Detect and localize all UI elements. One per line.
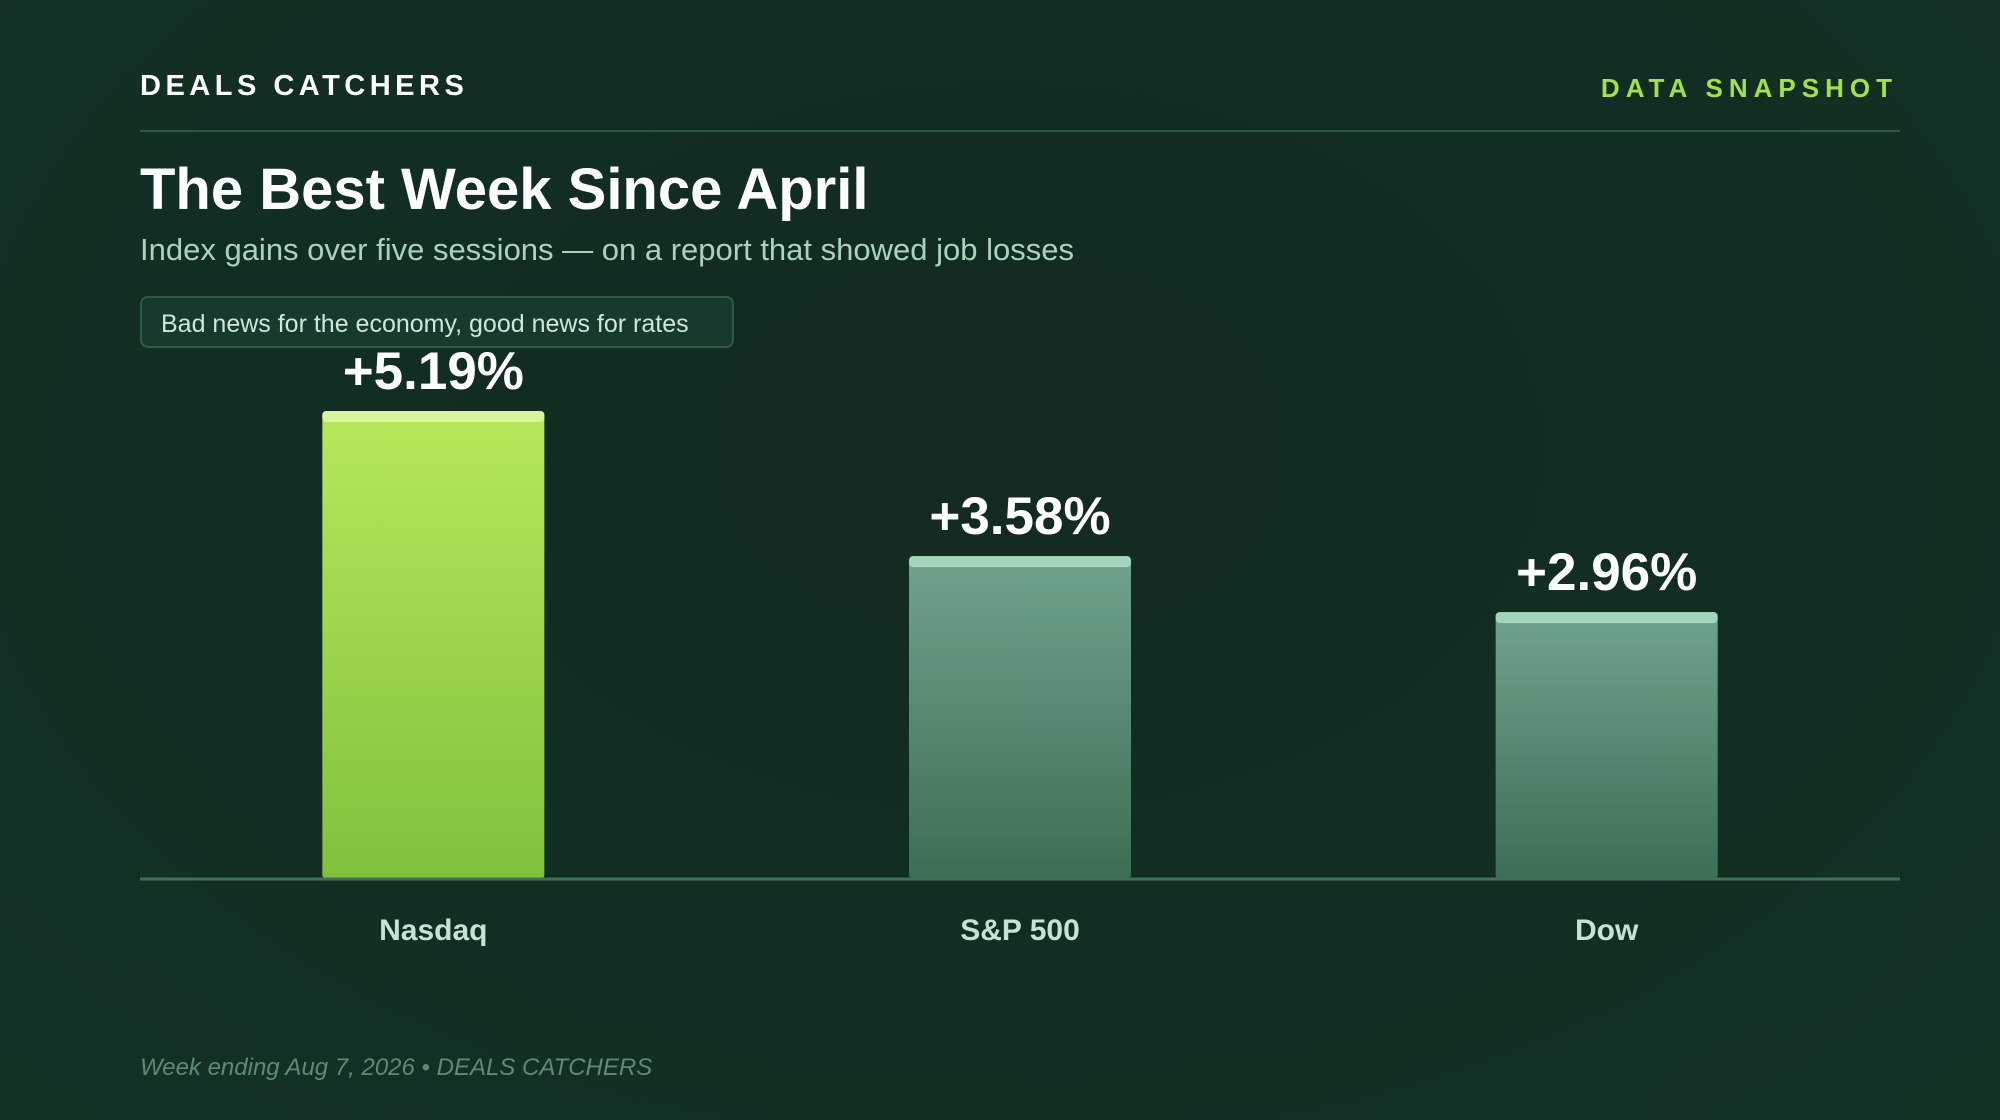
chart-title: The Best Week Since April xyxy=(140,157,869,222)
brand-name: DEALS CATCHERS xyxy=(140,70,469,102)
labels-layer: +5.19% Nasdaq +3.58% S&P 500 +2.96% Dow xyxy=(343,342,1698,947)
bar-cap xyxy=(1495,612,1718,624)
bar-cap xyxy=(909,556,1131,568)
bar-s-p-500 xyxy=(909,556,1131,879)
footer-note: Week ending Aug 7, 2026 • DEALS CATCHERS xyxy=(140,1054,653,1081)
bar-cap xyxy=(322,411,545,422)
category-label: Dow xyxy=(1575,914,1639,947)
value-label: +3.58% xyxy=(929,487,1110,546)
value-label: +2.96% xyxy=(1516,543,1697,602)
value-label: +5.19% xyxy=(343,342,524,401)
bars-layer xyxy=(322,411,1718,879)
category-label: S&P 500 xyxy=(960,914,1080,947)
data-snapshot-tag: DATA SNAPSHOT xyxy=(1600,73,1898,103)
category-label: Nasdaq xyxy=(379,914,487,947)
bar-nasdaq xyxy=(322,411,545,879)
bar-dow xyxy=(1495,612,1718,879)
header-divider xyxy=(140,130,1900,132)
chart-subtitle: Index gains over five sessions — on a re… xyxy=(140,232,1074,267)
annotation-callout: Bad news for the economy, good news for … xyxy=(140,296,734,348)
